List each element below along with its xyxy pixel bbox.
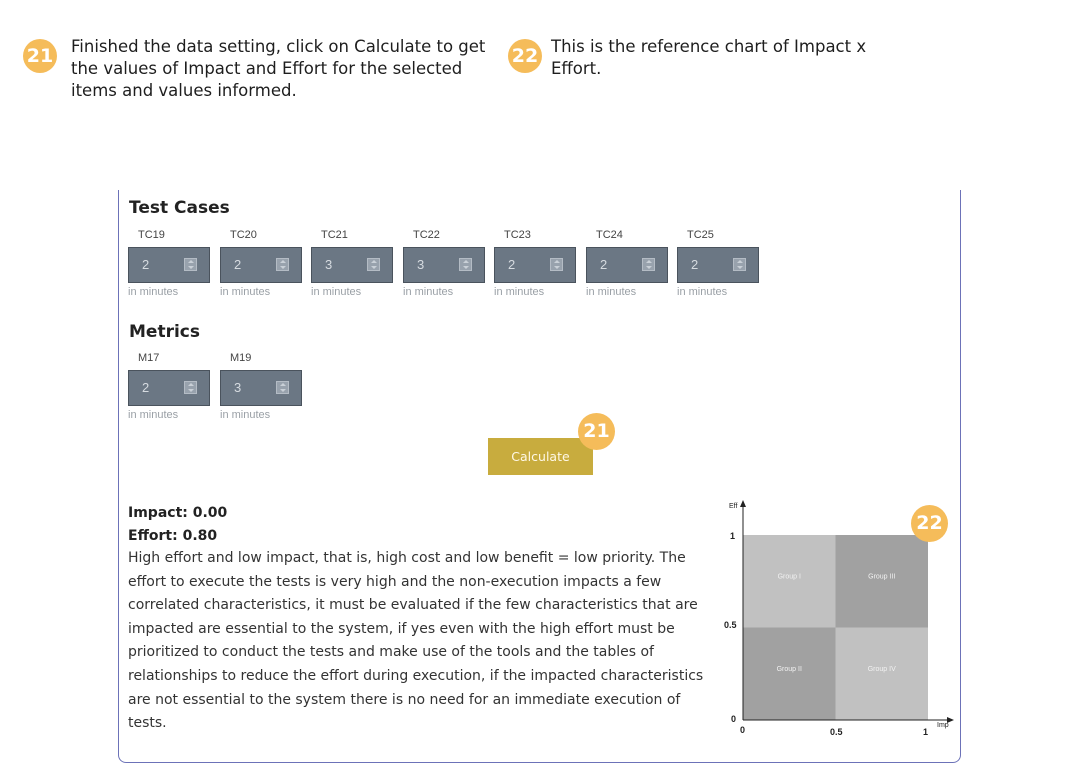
chart-quadrants — [743, 535, 928, 720]
field-hint: in minutes — [586, 286, 637, 298]
input-value: 3 — [325, 257, 333, 272]
field-label: TC22 — [413, 229, 440, 241]
field-label: TC25 — [687, 229, 714, 241]
field-label: M19 — [230, 352, 252, 364]
field-label: TC19 — [138, 229, 165, 241]
number-input[interactable]: 2 — [586, 247, 668, 283]
spinner-arrows-icon[interactable] — [276, 381, 289, 394]
spinner-arrows-icon[interactable] — [184, 258, 197, 271]
input-value: 2 — [142, 380, 150, 395]
calculate-button[interactable]: Calculate — [488, 438, 593, 475]
field-tc20: TC20 2 in minutes — [220, 227, 304, 299]
field-tc23: TC23 2 in minutes — [494, 227, 578, 299]
input-value: 2 — [600, 257, 608, 272]
field-hint: in minutes — [128, 286, 179, 298]
spinner-arrows-icon[interactable] — [733, 258, 746, 271]
input-value: 2 — [691, 257, 699, 272]
spinner-arrows-icon[interactable] — [459, 258, 472, 271]
field-tc25: TC25 2 in minutes — [677, 227, 761, 299]
priority-description: High effort and low impact, that is, hig… — [128, 550, 704, 732]
number-input[interactable]: 2 — [128, 370, 210, 406]
field-label: TC24 — [596, 229, 623, 241]
input-value: 2 — [234, 257, 242, 272]
field-tc24: TC24 2 in minutes — [586, 227, 670, 299]
instruction-22-text: This is the reference chart of Impact x … — [551, 37, 867, 78]
number-input[interactable]: 2 — [494, 247, 576, 283]
y-axis-label: Eff — [729, 503, 737, 510]
quadrant-group-ii — [743, 627, 836, 720]
impact-result: Impact: 0.00 — [128, 505, 228, 521]
field-label: M17 — [138, 352, 160, 364]
quadrant-label: Group III — [868, 573, 895, 580]
metrics-title: Metrics — [129, 322, 200, 342]
field-hint: in minutes — [220, 409, 271, 421]
chart-axes — [740, 500, 954, 723]
spinner-arrows-icon[interactable] — [642, 258, 655, 271]
instruction-21-text: Finished the data setting, click on Calc… — [71, 37, 486, 100]
step-badge-22-callout: 22 — [911, 505, 948, 542]
quadrant-group-iv — [835, 627, 928, 720]
step-badge-22: 22 — [508, 39, 542, 73]
spinner-arrows-icon[interactable] — [550, 258, 563, 271]
y-tick-label: 0 — [731, 714, 736, 724]
field-tc22: TC22 3 in minutes — [403, 227, 487, 299]
effort-result: Effort: 0.80 — [128, 528, 218, 544]
number-input[interactable]: 3 — [220, 370, 302, 406]
spinner-arrows-icon[interactable] — [276, 258, 289, 271]
test-cases-title: Test Cases — [129, 198, 230, 218]
quadrant-group-i — [743, 535, 836, 628]
step-badge-21-callout: 21 — [578, 413, 615, 450]
quadrant-label: Group IV — [868, 666, 896, 673]
field-label: TC20 — [230, 229, 257, 241]
field-tc21: TC21 3 in minutes — [311, 227, 395, 299]
impact-effort-panel — [118, 190, 961, 763]
spinner-arrows-icon[interactable] — [184, 381, 197, 394]
input-value: 3 — [417, 257, 425, 272]
field-hint: in minutes — [220, 286, 271, 298]
field-hint: in minutes — [128, 409, 179, 421]
input-value: 2 — [508, 257, 516, 272]
number-input[interactable]: 2 — [220, 247, 302, 283]
input-value: 3 — [234, 380, 242, 395]
field-m17: M17 2 in minutes — [128, 350, 212, 422]
number-input[interactable]: 2 — [128, 247, 210, 283]
number-input[interactable]: 3 — [311, 247, 393, 283]
spinner-arrows-icon[interactable] — [367, 258, 380, 271]
field-m19: M19 3 in minutes — [220, 350, 304, 422]
step-badge-21: 21 — [23, 39, 57, 73]
field-hint: in minutes — [403, 286, 454, 298]
x-axis-label: Imp — [937, 722, 949, 729]
field-label: TC21 — [321, 229, 348, 241]
x-tick-label: 0 — [740, 725, 745, 735]
field-hint: in minutes — [677, 286, 728, 298]
quadrant-group-iii — [835, 535, 928, 628]
number-input[interactable]: 3 — [403, 247, 485, 283]
x-tick-label: 1 — [923, 727, 928, 737]
quadrant-label: Group II — [777, 666, 802, 673]
number-input[interactable]: 2 — [677, 247, 759, 283]
field-hint: in minutes — [494, 286, 545, 298]
impact-effort-chart: Eff Imp 1 0.5 0 0 0.5 1 Group I Group III… — [724, 500, 954, 737]
quadrant-labels: Group I Group III Group II Group IV — [777, 573, 896, 673]
x-tick-label: 0.5 — [830, 727, 843, 737]
quadrant-label: Group I — [778, 573, 801, 580]
y-tick-label: 0.5 — [724, 620, 737, 630]
field-tc19: TC19 2 in minutes — [128, 227, 212, 299]
field-label: TC23 — [504, 229, 531, 241]
y-tick-label: 1 — [730, 531, 735, 541]
input-value: 2 — [142, 257, 150, 272]
field-hint: in minutes — [311, 286, 362, 298]
